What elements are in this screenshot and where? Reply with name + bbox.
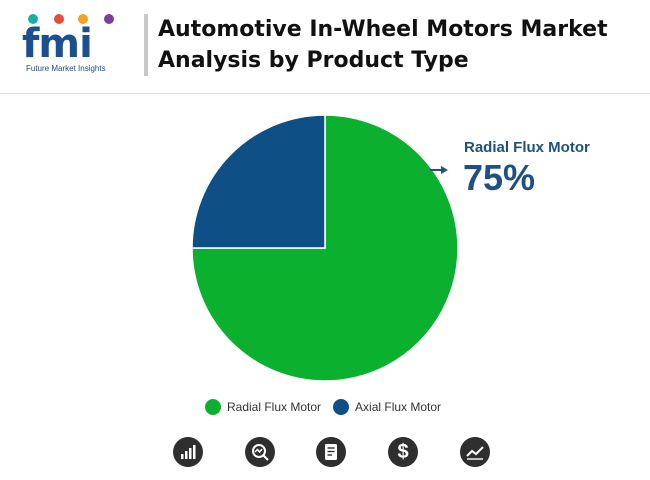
legend-item-axial-flux[interactable]: Axial Flux Motor bbox=[333, 399, 441, 415]
footer-icon-row: $ bbox=[173, 437, 493, 467]
page-title: Automotive In-Wheel Motors Market Analys… bbox=[158, 17, 608, 73]
header: fmi Future Market Insights Automotive In… bbox=[0, 0, 650, 92]
header-divider bbox=[0, 93, 650, 94]
callout-arrow bbox=[430, 166, 448, 174]
legend-label-axial-flux: Axial Flux Motor bbox=[355, 400, 442, 414]
dollar-icon[interactable]: $ bbox=[388, 437, 418, 467]
logo-tagline: Future Market Insights bbox=[26, 64, 106, 73]
document-icon[interactable] bbox=[316, 437, 346, 467]
dollar-glyph: $ bbox=[397, 441, 409, 463]
logo-dot-4 bbox=[104, 14, 114, 24]
legend-item-radial-flux[interactable]: Radial Flux Motor bbox=[205, 399, 321, 415]
pie-slice-axial-flux-motor[interactable] bbox=[191, 114, 326, 249]
callout-label: Radial Flux Motor bbox=[464, 139, 590, 156]
bar-chart-icon[interactable] bbox=[173, 437, 203, 467]
logo-dot-1 bbox=[28, 14, 38, 24]
legend-label-radial-flux: Radial Flux Motor bbox=[227, 400, 322, 414]
logo-dot-2 bbox=[54, 14, 64, 24]
pie-chart bbox=[191, 114, 459, 382]
logo-wordmark: fmi bbox=[22, 21, 93, 67]
title-accent-bar bbox=[144, 14, 148, 76]
fmi-logo[interactable]: fmi Future Market Insights bbox=[20, 12, 140, 78]
legend-swatch-radial-flux bbox=[205, 399, 221, 415]
legend-swatch-axial-flux bbox=[333, 399, 350, 415]
callout-value: 75% bbox=[463, 157, 536, 198]
magnifier-chart-icon[interactable] bbox=[245, 437, 275, 467]
logo-dot-3 bbox=[78, 14, 88, 24]
chart-legend: Radial Flux Motor Axial Flux Motor bbox=[205, 397, 453, 417]
trend-icon[interactable] bbox=[460, 437, 490, 467]
